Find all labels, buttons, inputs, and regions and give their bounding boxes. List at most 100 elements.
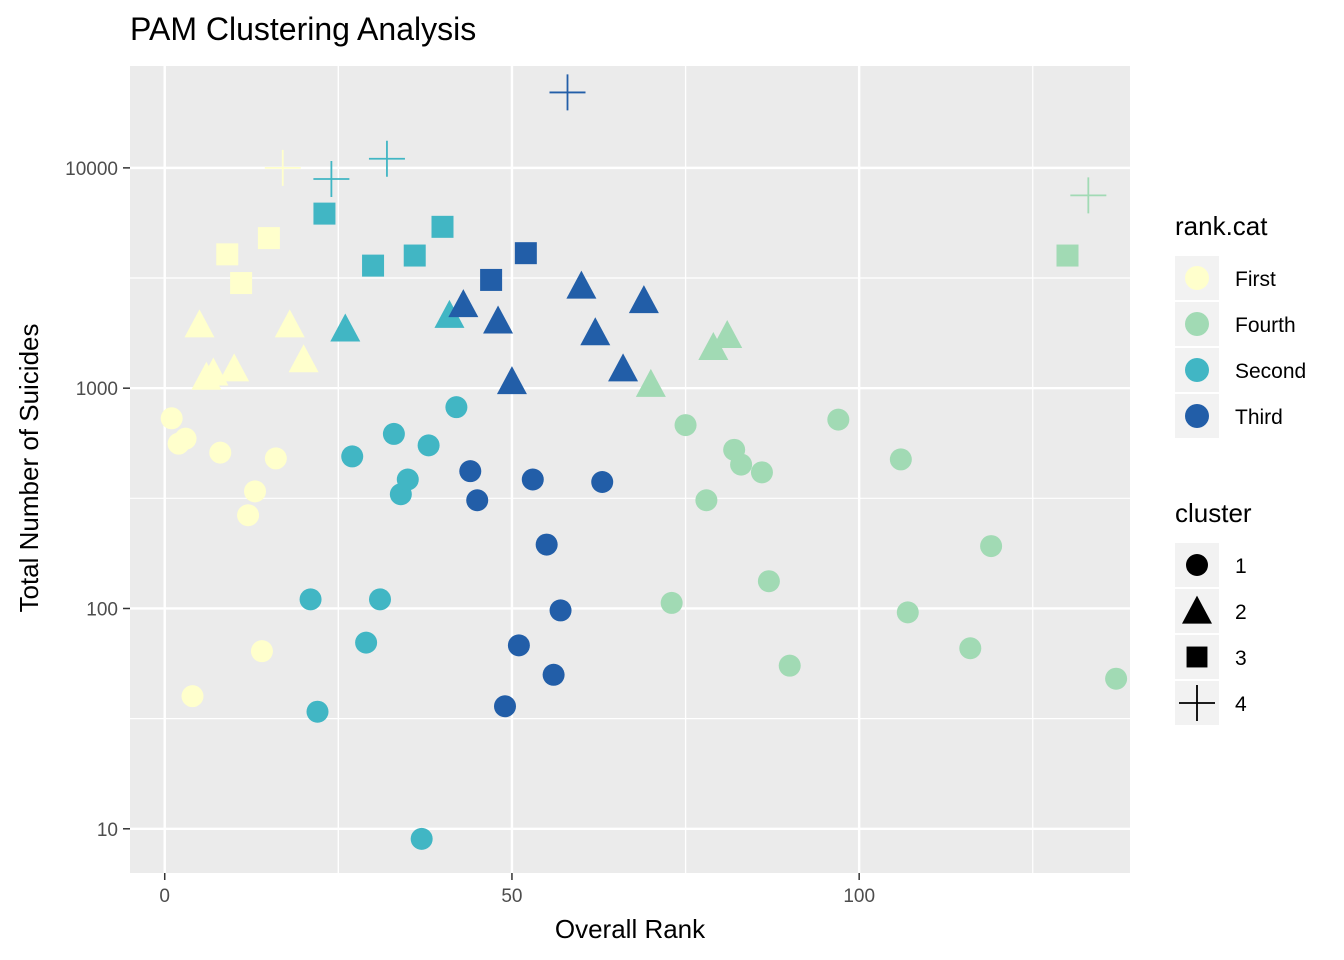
chart-title: PAM Clustering Analysis <box>130 11 476 47</box>
data-point-fourth-cluster-1 <box>750 461 773 484</box>
legend-label-cluster-4: 4 <box>1235 693 1247 716</box>
data-point-third-cluster-1 <box>542 663 565 686</box>
y-tick-label: 100 <box>86 599 118 620</box>
data-point-first-cluster-1 <box>250 640 273 663</box>
data-point-third-cluster-1 <box>591 471 614 494</box>
data-point-fourth-cluster-1 <box>674 414 697 437</box>
legend-label-third: Third <box>1235 406 1283 429</box>
legend-label-cluster-1: 1 <box>1235 555 1247 578</box>
data-point-first-cluster-2 <box>184 309 215 338</box>
data-point-third-cluster-1 <box>549 599 572 622</box>
data-point-second-cluster-1 <box>306 700 329 723</box>
data-point-third-cluster-2 <box>448 289 479 318</box>
data-point-third-cluster-2 <box>608 353 639 382</box>
data-point-third-cluster-1 <box>521 468 544 491</box>
data-point-first-cluster-3 <box>230 272 253 295</box>
data-point-first-cluster-2 <box>219 353 250 382</box>
data-point-fourth-cluster-4 <box>1070 177 1107 214</box>
data-point-third-cluster-2 <box>566 270 597 299</box>
data-point-fourth-cluster-1 <box>959 637 982 660</box>
data-point-fourth-cluster-1 <box>730 453 753 476</box>
legend-square-icon <box>1186 646 1208 668</box>
data-point-second-cluster-1 <box>445 396 468 419</box>
data-point-second-cluster-2 <box>434 299 465 328</box>
data-point-second-cluster-3 <box>431 215 454 238</box>
data-point-first-cluster-4 <box>264 149 301 186</box>
data-point-third-cluster-4 <box>549 74 586 111</box>
data-point-fourth-cluster-2 <box>635 368 666 397</box>
data-point-second-cluster-1 <box>341 445 364 468</box>
data-point-first-cluster-1 <box>209 441 232 464</box>
x-tick-label: 50 <box>501 886 522 907</box>
data-point-fourth-cluster-1 <box>757 570 780 593</box>
data-point-third-cluster-1 <box>466 489 489 512</box>
data-point-third-cluster-3 <box>514 242 537 265</box>
data-point-first-cluster-2 <box>288 344 319 373</box>
plot-panel <box>130 66 1130 873</box>
data-point-fourth-cluster-1 <box>778 654 801 677</box>
data-point-second-cluster-1 <box>369 588 391 611</box>
legend-label-cluster-2: 2 <box>1235 601 1247 624</box>
legend-label-cluster-3: 3 <box>1235 647 1247 670</box>
data-points <box>160 74 1128 850</box>
data-point-fourth-cluster-1 <box>695 489 718 512</box>
data-point-fourth-cluster-1 <box>660 591 683 614</box>
data-point-fourth-cluster-1 <box>827 408 850 431</box>
data-point-first-cluster-3 <box>216 243 239 266</box>
data-point-fourth-cluster-3 <box>1056 244 1079 267</box>
data-point-second-cluster-4 <box>368 140 405 177</box>
data-point-first-cluster-1 <box>237 504 260 527</box>
data-point-third-cluster-2 <box>580 317 611 346</box>
data-point-second-cluster-1 <box>382 422 405 445</box>
data-point-fourth-cluster-1 <box>896 601 919 624</box>
data-point-second-cluster-1 <box>355 631 378 654</box>
data-point-third-cluster-1 <box>459 460 482 483</box>
legend-swatch-fourth <box>1185 312 1209 336</box>
data-point-third-cluster-2 <box>628 285 659 314</box>
legend-rank-cat: rank.cat First Fourth Second Third <box>1175 211 1306 438</box>
data-point-fourth-cluster-1 <box>889 448 912 471</box>
legend-cluster: cluster 1 2 3 4 <box>1175 498 1252 725</box>
legend-label-first: First <box>1235 268 1276 291</box>
data-point-fourth-cluster-2 <box>712 320 743 349</box>
x-tick-label: 100 <box>843 886 875 907</box>
legend-plus-icon <box>1179 685 1215 721</box>
legend-circle-icon <box>1186 554 1208 576</box>
data-point-third-cluster-2 <box>483 305 514 334</box>
legend-label-fourth: Fourth <box>1235 314 1296 337</box>
data-point-second-cluster-2 <box>330 313 361 342</box>
data-point-first-cluster-3 <box>257 227 280 250</box>
data-point-third-cluster-1 <box>494 695 516 718</box>
legend-swatch-first <box>1185 266 1209 290</box>
data-point-second-cluster-4 <box>313 161 350 198</box>
data-point-first-cluster-1 <box>244 480 266 503</box>
legend-swatch-second <box>1185 358 1209 382</box>
data-point-second-cluster-3 <box>313 202 336 225</box>
data-point-first-cluster-1 <box>264 447 287 470</box>
data-point-second-cluster-1 <box>417 434 440 457</box>
data-point-second-cluster-1 <box>299 588 322 611</box>
axes: 0 50 100 10 100 1000 10000 <box>65 159 875 907</box>
x-tick-label: 0 <box>159 886 170 907</box>
legend-swatch-third <box>1185 404 1209 428</box>
y-tick-label: 10 <box>97 820 118 841</box>
data-point-third-cluster-1 <box>535 533 558 556</box>
legend-color-title: rank.cat <box>1175 211 1268 241</box>
data-point-second-cluster-1 <box>396 468 419 491</box>
data-point-second-cluster-1 <box>410 827 433 850</box>
legend-label-second: Second <box>1235 360 1306 383</box>
data-point-third-cluster-2 <box>496 366 527 395</box>
y-axis-title: Total Number of Suicides <box>14 323 44 612</box>
data-point-first-cluster-2 <box>274 309 305 338</box>
data-point-first-cluster-1 <box>181 685 204 708</box>
y-tick-label: 1000 <box>76 379 118 400</box>
data-point-first-cluster-1 <box>174 427 197 450</box>
y-tick-label: 10000 <box>65 159 118 180</box>
x-axis-title: Overall Rank <box>555 914 706 944</box>
data-point-second-cluster-3 <box>362 254 385 277</box>
legend-triangle-icon <box>1182 595 1212 624</box>
legend-shape-title: cluster <box>1175 498 1252 528</box>
data-point-first-cluster-1 <box>160 407 183 430</box>
data-point-fourth-cluster-1 <box>980 535 1003 558</box>
